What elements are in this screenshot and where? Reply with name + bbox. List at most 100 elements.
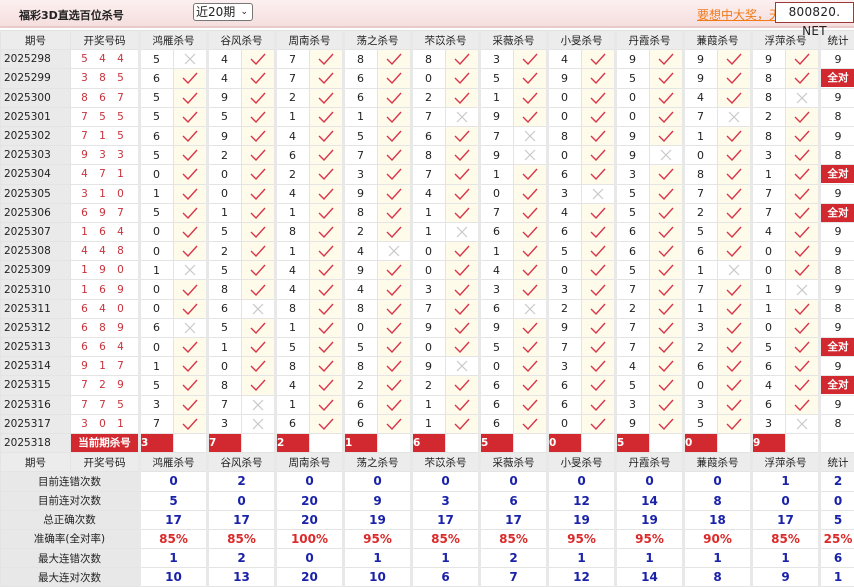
kill-number: 9 — [208, 88, 242, 107]
result-cell — [718, 376, 752, 395]
x-icon — [242, 303, 274, 315]
kill-number: 6 — [684, 242, 718, 261]
check-icon — [514, 53, 546, 65]
current-kill-cell: 1 — [344, 433, 378, 452]
result-cell — [378, 222, 412, 241]
kill-number: 4 — [752, 376, 786, 395]
stats-value: 12 — [548, 568, 616, 587]
kill-number: 0 — [548, 146, 582, 165]
check-icon — [310, 111, 342, 123]
kill-number: 8 — [752, 69, 786, 88]
result-cell — [582, 88, 616, 107]
check-icon — [650, 130, 682, 142]
x-icon — [718, 264, 750, 276]
stats-value: 0 — [140, 472, 208, 491]
result-cell — [242, 318, 276, 337]
kill-number: 6 — [548, 165, 582, 184]
stats-value: 3 — [412, 491, 480, 510]
period-range-value: 近20期 — [196, 5, 235, 19]
result-cell — [446, 184, 480, 203]
check-icon — [310, 207, 342, 219]
current-kill-number: 6 — [413, 434, 445, 452]
stat-cell: 9 — [820, 318, 854, 337]
result-cell — [310, 107, 344, 126]
result-cell — [514, 146, 548, 165]
header-killer: 鸿雁杀号 — [140, 453, 208, 472]
check-icon — [718, 322, 750, 334]
kill-number: 7 — [480, 126, 514, 145]
result-cell — [514, 338, 548, 357]
empty-stat-cell — [820, 433, 854, 452]
x-icon — [446, 226, 478, 238]
period-range-select[interactable]: 近20期⌄ — [193, 3, 253, 21]
current-label-cell: 当前期杀号 — [71, 433, 140, 452]
check-icon — [718, 360, 750, 372]
result-cell — [174, 318, 208, 337]
period-cell: 2025317 — [1, 414, 71, 433]
kill-number: 9 — [480, 107, 514, 126]
current-kill-number: 7 — [209, 434, 241, 452]
draw-number: 4 7 1 — [71, 165, 140, 184]
result-cell — [786, 357, 820, 376]
kill-number: 9 — [684, 69, 718, 88]
kill-number: 7 — [684, 107, 718, 126]
check-icon — [446, 72, 478, 84]
stats-value: 1 — [684, 549, 752, 568]
kill-number: 8 — [208, 280, 242, 299]
kill-number: 1 — [480, 88, 514, 107]
kill-number: 3 — [480, 50, 514, 69]
result-cell — [242, 203, 276, 222]
empty-cell — [650, 433, 684, 452]
check-icon — [514, 418, 546, 430]
period-cell: 2025299 — [1, 69, 71, 88]
promo-link[interactable]: 要想中大奖，天 — [697, 6, 777, 23]
check-icon — [650, 284, 682, 296]
kill-number: 1 — [412, 414, 446, 433]
kill-number: 0 — [684, 146, 718, 165]
result-cell — [718, 184, 752, 203]
check-icon — [718, 92, 750, 104]
kill-number: 2 — [412, 88, 446, 107]
stats-value: 14 — [616, 568, 684, 587]
kill-number: 4 — [208, 69, 242, 88]
result-cell — [242, 414, 276, 433]
kill-number: 8 — [752, 126, 786, 145]
result-cell — [378, 261, 412, 280]
header-killer: 芣苡杀号 — [412, 31, 480, 50]
kill-number: 0 — [140, 242, 174, 261]
kill-number: 6 — [480, 395, 514, 414]
result-cell — [650, 107, 684, 126]
stats-value: 17 — [208, 510, 276, 529]
result-cell — [446, 50, 480, 69]
kill-number: 7 — [276, 50, 310, 69]
empty-cell — [242, 433, 276, 452]
result-cell — [446, 318, 480, 337]
period-cell: 2025315 — [1, 376, 71, 395]
kill-number: 5 — [208, 261, 242, 280]
check-icon — [174, 92, 206, 104]
kill-number: 3 — [548, 280, 582, 299]
stats-value: 5 — [140, 491, 208, 510]
current-kill-cell: 2 — [276, 433, 310, 452]
header-killer: 小旻杀号 — [548, 31, 616, 50]
kill-number: 1 — [684, 299, 718, 318]
kill-number: 6 — [548, 395, 582, 414]
result-cell — [718, 338, 752, 357]
period-cell: 2025306 — [1, 203, 71, 222]
period-cell: 2025309 — [1, 261, 71, 280]
period-cell: 2025316 — [1, 395, 71, 414]
stats-value: 18 — [684, 510, 752, 529]
result-cell — [378, 203, 412, 222]
stats-value: 1 — [344, 549, 412, 568]
empty-cell — [514, 433, 548, 452]
kill-number: 1 — [140, 184, 174, 203]
check-icon — [650, 418, 682, 430]
check-icon — [242, 92, 274, 104]
kill-number: 0 — [208, 165, 242, 184]
result-cell — [242, 88, 276, 107]
stats-value: 8 — [684, 568, 752, 587]
